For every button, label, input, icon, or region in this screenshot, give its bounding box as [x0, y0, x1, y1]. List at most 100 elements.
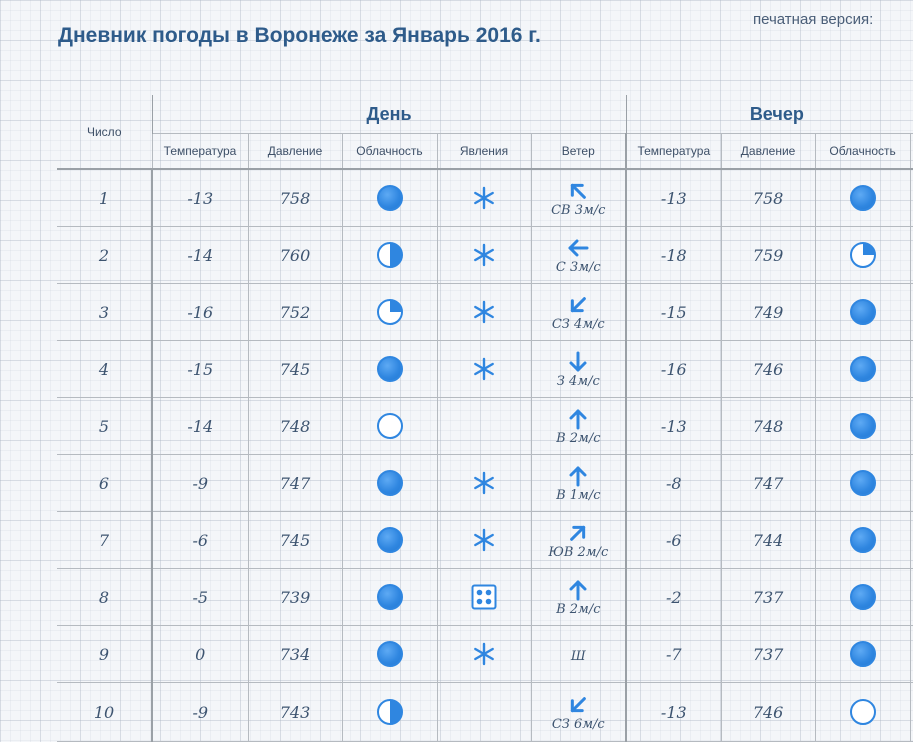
table-row: 8 -5 739 В 2м/с -2 737	[57, 568, 913, 626]
day-wind-cell: ЮВ 2м/с	[530, 511, 628, 569]
evening-pressure-cell: 746	[720, 682, 816, 742]
day-temperature-cell: -5	[151, 568, 249, 626]
day-phenomena-cell	[436, 625, 532, 683]
page-title: Дневник погоды в Воронеже за Январь 2016…	[58, 24, 541, 47]
snowflake-icon	[471, 185, 497, 211]
wind-label: З 4м/с	[556, 373, 600, 389]
day-temperature-cell: -6	[151, 511, 249, 569]
wind-arrow-icon	[551, 179, 605, 203]
column-header-day-phenomena: Явления	[436, 133, 532, 170]
wind-indicator: СВ 3м/с	[551, 179, 605, 217]
evening-pressure-cell: 748	[720, 397, 816, 455]
snowflake-icon	[471, 641, 497, 667]
evening-pressure-cell: 746	[720, 340, 816, 398]
wind-label: Ш	[570, 648, 586, 664]
evening-pressure-cell: 747	[720, 454, 816, 512]
day-phenomena-cell	[436, 168, 532, 227]
date-cell: 5	[57, 397, 153, 455]
column-header-day-cloudiness: Облачность	[341, 133, 438, 170]
day-wind-cell: СЗ 6м/с	[530, 682, 628, 742]
wind-indicator: ЮВ 2м/с	[548, 521, 608, 559]
evening-temperature-cell: -7	[625, 625, 722, 683]
column-header-evening-extra	[909, 133, 913, 170]
day-wind-cell: В 1м/с	[530, 454, 628, 512]
day-wind-cell: З 4м/с	[530, 340, 628, 398]
date-cell: 6	[57, 454, 153, 512]
wind-label: В 2м/с	[556, 601, 601, 617]
wind-label: В 2м/с	[556, 430, 601, 446]
day-cloudiness-cell	[341, 226, 438, 284]
wind-indicator: С 3м/с	[556, 236, 601, 274]
wind-arrow-icon	[556, 464, 600, 488]
day-pressure-cell: 745	[247, 511, 343, 569]
day-temperature-cell: -14	[151, 226, 249, 284]
table-row: 9 0 734 Ш -7 737	[57, 625, 913, 683]
evening-pressure-cell: 744	[720, 511, 816, 569]
day-wind-cell: В 2м/с	[530, 397, 628, 455]
column-header-day-wind: Ветер	[530, 133, 628, 170]
evening-temperature-cell: -8	[625, 454, 722, 512]
day-phenomena-cell	[436, 511, 532, 569]
table-row: 10 -9 743 СЗ 6м/с -13 746	[57, 682, 913, 742]
wind-indicator: В 1м/с	[556, 464, 600, 502]
date-cell: 10	[57, 682, 153, 742]
evening-cloudiness-cell	[814, 283, 911, 341]
day-pressure-cell: 739	[247, 568, 343, 626]
evening-temperature-cell: -16	[625, 340, 722, 398]
clear-sky-circle-icon	[376, 413, 403, 439]
evening-temperature-cell: -13	[625, 682, 722, 742]
table-body: 1 -13 758 СВ 3м/с -13 758 2 -14 760 С 3м/с -18 759 3…	[57, 168, 913, 742]
evening-temperature-cell: -6	[625, 511, 722, 569]
wind-arrow-icon	[556, 236, 601, 260]
day-temperature-cell: -15	[151, 340, 249, 398]
evening-cloudiness-cell	[814, 454, 911, 512]
partly-cloudy-half-icon	[376, 699, 403, 725]
overcast-circle-icon	[376, 356, 403, 382]
evening-cloudiness-cell	[814, 397, 911, 455]
day-wind-cell: СЗ 4м/с	[530, 283, 628, 341]
overcast-circle-icon	[376, 527, 403, 553]
table-row: 2 -14 760 С 3м/с -18 759	[57, 226, 913, 284]
day-pressure-cell: 752	[247, 283, 343, 341]
day-temperature-cell: 0	[151, 625, 249, 683]
snowflake-icon	[471, 242, 497, 268]
evening-temperature-cell: -13	[625, 397, 722, 455]
print-version-link[interactable]: печатная версия:	[753, 11, 874, 28]
column-header-day-pressure: Давление	[247, 133, 343, 170]
day-temperature-cell: -9	[151, 454, 249, 512]
table-row: 1 -13 758 СВ 3м/с -13 758	[57, 168, 913, 227]
date-cell: 3	[57, 283, 153, 341]
day-temperature-cell: -13	[151, 168, 249, 227]
group-header-day: День	[151, 95, 627, 134]
day-phenomena-cell	[436, 454, 532, 512]
snowflake-icon	[471, 470, 497, 496]
table-row: 5 -14 748 В 2м/с -13 748	[57, 397, 913, 455]
day-phenomena-cell	[436, 397, 532, 455]
date-cell: 8	[57, 568, 153, 626]
overcast-circle-icon	[849, 413, 876, 439]
evening-pressure-cell: 758	[720, 168, 816, 227]
day-pressure-cell: 745	[247, 340, 343, 398]
date-cell: 9	[57, 625, 153, 683]
wind-arrow-icon	[552, 693, 605, 717]
evening-cloudiness-cell	[814, 625, 911, 683]
day-pressure-cell: 734	[247, 625, 343, 683]
table-row: 6 -9 747 В 1м/с -8 747	[57, 454, 913, 512]
day-phenomena-cell	[436, 226, 532, 284]
overcast-circle-icon	[849, 584, 876, 610]
evening-cloudiness-cell	[814, 568, 911, 626]
mostly-clear-quarter-icon	[376, 299, 403, 325]
wind-label: СЗ 4м/с	[551, 316, 605, 332]
evening-cloudiness-cell	[814, 340, 911, 398]
wind-indicator: З 4м/с	[557, 350, 600, 388]
overcast-circle-icon	[849, 527, 876, 553]
day-phenomena-cell	[436, 340, 532, 398]
wind-label: С 3м/с	[555, 259, 601, 275]
date-cell: 7	[57, 511, 153, 569]
evening-cloudiness-cell	[814, 682, 911, 742]
mostly-clear-quarter-icon	[849, 242, 876, 268]
day-wind-cell: СВ 3м/с	[530, 168, 628, 227]
overcast-circle-icon	[376, 185, 403, 211]
day-wind-cell: С 3м/с	[530, 226, 628, 284]
overcast-circle-icon	[849, 299, 876, 325]
